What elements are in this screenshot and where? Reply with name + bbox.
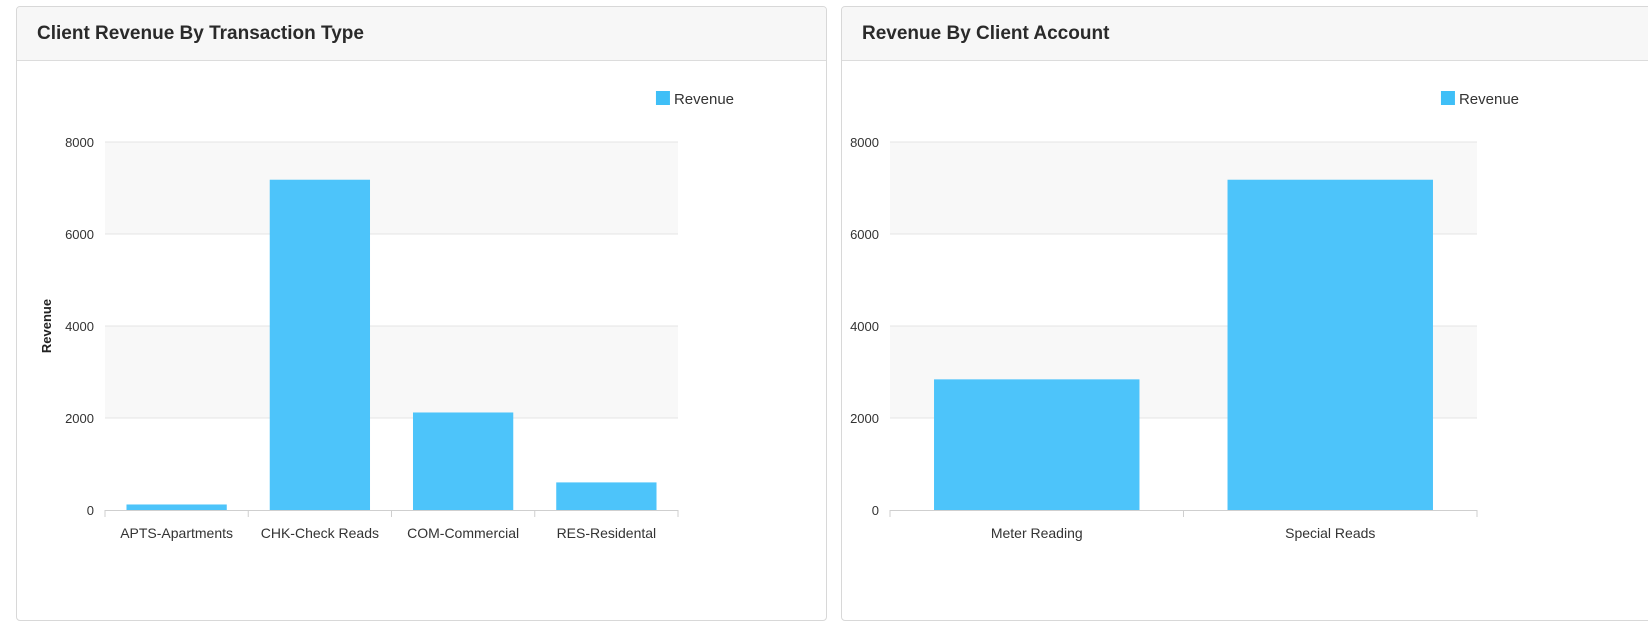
- bar: [126, 504, 227, 510]
- y-tick-label: 0: [87, 503, 94, 518]
- y-tick-label: 8000: [850, 135, 879, 150]
- bar: [269, 179, 371, 510]
- y-axis-title: Revenue: [39, 299, 54, 353]
- x-tick-label: Meter Reading: [991, 525, 1083, 541]
- bar: [412, 412, 514, 510]
- chart-panel-transaction-type: Client Revenue By Transaction Type 0 2000…: [16, 6, 827, 621]
- x-tick-label: COM-Commercial: [407, 525, 519, 541]
- y-tick-label: 6000: [65, 227, 94, 242]
- legend-swatch: [655, 91, 670, 105]
- y-tick-label: 4000: [65, 319, 94, 334]
- panel-title: Client Revenue By Transaction Type: [37, 22, 364, 44]
- legend-label: Revenue: [674, 91, 734, 108]
- y-tick-label: 0: [872, 503, 879, 518]
- bar: [934, 379, 1140, 510]
- x-tick-label: APTS-Apartments: [120, 525, 233, 541]
- y-tick-label: 2000: [65, 411, 94, 426]
- y-tick-label: 4000: [850, 319, 879, 334]
- bar-chart-client-account: 0 2000 4000 6000 8000 Revenue Meter Reading Spe…: [850, 91, 1519, 541]
- plot-band: [105, 326, 678, 418]
- panel-header: Client Revenue By Transaction Type: [17, 7, 826, 61]
- plot-band: [105, 142, 678, 234]
- x-tick-label: Special Reads: [1285, 525, 1375, 541]
- y-tick-label: 2000: [850, 411, 879, 426]
- chart-panel-client-account: Revenue By Client Account 0 2000 4000 6000 8…: [841, 6, 1648, 621]
- legend-swatch: [1440, 91, 1455, 105]
- chart-area: 0 2000 4000 6000 8000 Revenue Meter Reading Spe…: [842, 61, 1648, 620]
- bar-chart-transaction-type: 0 2000 4000 6000 8000 Revenue APTS-Apartments C…: [39, 91, 734, 541]
- legend-label: Revenue: [1459, 91, 1519, 108]
- y-tick-label: 6000: [850, 227, 879, 242]
- panel-header: Revenue By Client Account: [842, 7, 1648, 61]
- chart-area: 0 2000 4000 6000 8000 Revenue APTS-Apartments C…: [17, 61, 826, 620]
- x-tick-label: RES-Residental: [557, 525, 657, 541]
- panel-title: Revenue By Client Account: [862, 22, 1110, 44]
- bar: [1227, 179, 1433, 510]
- bar: [556, 482, 657, 510]
- y-tick-label: 8000: [65, 135, 94, 150]
- x-tick-label: CHK-Check Reads: [261, 525, 379, 541]
